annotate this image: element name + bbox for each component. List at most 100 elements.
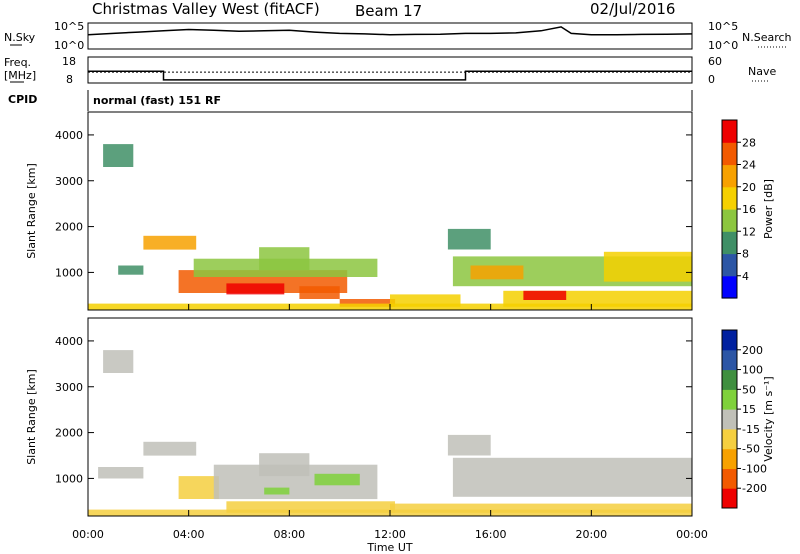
colorbar-tick-label: 100 bbox=[742, 364, 763, 377]
velocity-echo-region bbox=[259, 453, 310, 477]
nsky-label: N.Sky bbox=[4, 31, 36, 44]
cpid-text: normal (fast) 151 RF bbox=[93, 94, 221, 107]
power-y-axis: 1000 2000 3000 4000 bbox=[55, 129, 692, 279]
date-title: 02/Jul/2016 bbox=[590, 0, 675, 18]
colorbar-swatch bbox=[722, 253, 737, 277]
power-echo-region bbox=[523, 290, 567, 300]
station-title: Christmas Valley West (fitACF) bbox=[92, 0, 320, 18]
velocity-colorbar-label: Velocity [m s⁻¹] bbox=[762, 376, 775, 461]
power-echo-region bbox=[118, 265, 144, 275]
nave-tick-bottom: 0 bbox=[708, 73, 715, 86]
power-x-ticks bbox=[87, 304, 693, 310]
y-tick-label: 3000 bbox=[55, 381, 83, 394]
colorbar-tick-label: -100 bbox=[742, 462, 767, 475]
nsky-frame bbox=[87, 22, 693, 50]
beam-title: Beam 17 bbox=[355, 2, 422, 20]
cpid-strip: CPID normal (fast) 151 RF bbox=[8, 90, 693, 111]
y-tick-label: 2000 bbox=[55, 427, 83, 440]
velocity-echo-region bbox=[452, 457, 692, 497]
colorbar-swatch bbox=[722, 389, 737, 410]
power-echo-region bbox=[603, 251, 692, 282]
frequency-trace bbox=[88, 70, 692, 81]
colorbar-swatch bbox=[722, 186, 737, 210]
velocity-echo-region bbox=[390, 503, 692, 513]
power-heatmap bbox=[88, 144, 693, 310]
colorbar-tick-label: -200 bbox=[742, 482, 767, 495]
power-echo-region bbox=[470, 265, 524, 280]
nsky-trace bbox=[87, 26, 693, 36]
colorbar-swatch bbox=[722, 142, 737, 166]
velocity-echo-region bbox=[226, 501, 395, 513]
power-echo-region bbox=[103, 144, 134, 167]
colorbar-tick-label: 8 bbox=[742, 248, 749, 261]
power-echo-region bbox=[226, 283, 285, 295]
velocity-echo-region bbox=[264, 487, 290, 495]
time-tick-label: 12:00 bbox=[374, 528, 406, 541]
nsky-tick-top: 10^5 bbox=[54, 20, 84, 33]
y-tick-label: 2000 bbox=[55, 221, 83, 234]
power-echo-region bbox=[447, 228, 491, 250]
colorbar-tick-label: 12 bbox=[742, 225, 756, 238]
velocity-echo-region bbox=[98, 467, 144, 479]
y-tick-label: 4000 bbox=[55, 335, 83, 348]
y-tick-label: 3000 bbox=[55, 175, 83, 188]
power-colorbar-ticks: 4 8 12 16 20 24 28 bbox=[737, 136, 756, 283]
colorbar-tick-label: -15 bbox=[742, 423, 760, 436]
velocity-echo-region bbox=[103, 350, 134, 373]
time-tick-label: 04:00 bbox=[173, 528, 205, 541]
freq-tick-top: 18 bbox=[62, 55, 76, 68]
time-tick-label: 00:00 bbox=[72, 528, 104, 541]
power-echo-region bbox=[299, 286, 340, 299]
nsky-strip: N.Sky 10^5 10^0 10^5 10^0 N.Search bbox=[4, 20, 792, 52]
nsearch-tick-top: 10^5 bbox=[708, 20, 738, 33]
colorbar-tick-label: -50 bbox=[742, 443, 760, 456]
time-tick-label: 00:00 bbox=[676, 528, 708, 541]
power-panel: 1000 2000 3000 4000 Slant Range [km] bbox=[25, 111, 693, 311]
colorbar-tick-label: 28 bbox=[742, 136, 756, 149]
velocity-panel: 1000 2000 3000 4000 Slant Range [km] bbox=[25, 317, 693, 517]
nave-label: Nave bbox=[748, 65, 776, 78]
colorbar-swatch bbox=[722, 209, 737, 232]
power-echo-region bbox=[259, 247, 310, 271]
power-echo-region bbox=[143, 235, 197, 250]
power-ylabel: Slant Range [km] bbox=[25, 163, 38, 259]
freq-label-top: Freq. bbox=[4, 56, 31, 69]
velocity-heatmap bbox=[88, 350, 692, 516]
nave-tick-top: 60 bbox=[708, 55, 722, 68]
y-tick-label: 4000 bbox=[55, 129, 83, 142]
y-tick-label: 1000 bbox=[55, 266, 83, 279]
nsearch-label: N.Search bbox=[742, 31, 792, 44]
velocity-echo-region bbox=[178, 476, 219, 499]
time-tick-label: 16:00 bbox=[475, 528, 507, 541]
colorbar-tick-label: 4 bbox=[742, 270, 749, 283]
velocity-echo-region bbox=[447, 434, 491, 456]
time-tick-label: 08:00 bbox=[273, 528, 305, 541]
power-colorbar: 4 8 12 16 20 24 28 Power [dB] bbox=[721, 119, 775, 299]
colorbar-swatch bbox=[722, 275, 737, 299]
colorbar-swatch bbox=[722, 120, 737, 143]
colorbar-tick-label: 50 bbox=[742, 383, 756, 396]
cpid-label: CPID bbox=[8, 93, 37, 106]
velocity-colorbar: -200 -100 -50 -15 15 50 100 200 Velocity [m s⁻¹… bbox=[721, 329, 775, 509]
colorbar-tick-label: 16 bbox=[742, 203, 756, 216]
colorbar-swatch bbox=[722, 468, 737, 489]
colorbar-tick-label: 20 bbox=[742, 181, 756, 194]
velocity-ylabel: Slant Range [km] bbox=[25, 369, 38, 465]
power-colorbar-swatches bbox=[722, 120, 737, 299]
colorbar-swatch bbox=[722, 231, 737, 255]
velocity-echo-region bbox=[143, 441, 197, 456]
power-echo-region bbox=[339, 299, 396, 307]
colorbar-swatch bbox=[722, 330, 737, 351]
colorbar-swatch bbox=[722, 488, 737, 509]
velocity-colorbar-ticks: -200 -100 -50 -15 15 50 100 200 bbox=[737, 344, 767, 495]
freq-label-bottom: [MHz] bbox=[4, 69, 36, 82]
time-axis-title: Time UT bbox=[366, 541, 412, 554]
colorbar-tick-label: 200 bbox=[742, 344, 763, 357]
colorbar-tick-label: 24 bbox=[742, 159, 756, 172]
nsearch-tick-bottom: 10^0 bbox=[708, 39, 738, 52]
power-colorbar-label: Power [dB] bbox=[762, 179, 775, 239]
velocity-colorbar-swatches bbox=[722, 330, 737, 509]
nsky-tick-bottom: 10^0 bbox=[54, 39, 84, 52]
colorbar-swatch bbox=[722, 409, 737, 430]
time-tick-label: 20:00 bbox=[575, 528, 607, 541]
